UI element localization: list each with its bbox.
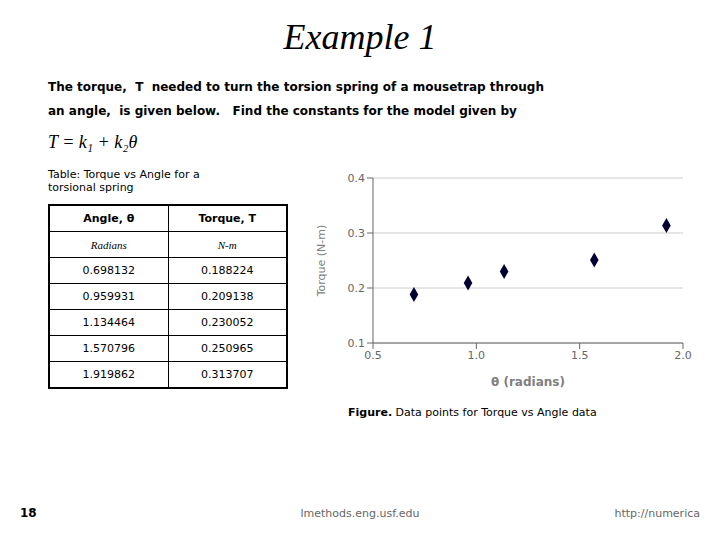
html-text:18: 18: [20, 506, 37, 520]
svg-text:2.0: 2.0: [674, 349, 692, 362]
svg-text:1.0: 1.0: [468, 349, 486, 362]
html-text:0.250965: 0.250965: [201, 342, 254, 355]
html-text:Table: Torque vs Angle for a t: Table: Torque vs Angle for a torsional s…: [48, 168, 200, 194]
html-text:Figure. Data points for Torque: Figure. Data points for Torque vs Angle …: [348, 406, 597, 419]
html-text:1.919862: 1.919862: [82, 368, 135, 381]
html-text:http://numerica: http://numerica: [614, 507, 700, 520]
svg-text:1.5: 1.5: [571, 349, 589, 362]
html-text:Radians: Radians: [90, 238, 127, 251]
html-text:T = k₁ + k₂θ: T = k₁ + k₂θ: [48, 132, 138, 152]
html-text:Angle, θ: Angle, θ: [83, 212, 135, 225]
svg-text:0.1: 0.1: [348, 337, 366, 350]
html-text:N-m: N-m: [217, 238, 237, 251]
html-text:0.209138: 0.209138: [201, 290, 254, 303]
svg-text:0.2: 0.2: [348, 282, 366, 295]
html-text:0.313707: 0.313707: [201, 368, 254, 381]
html-text:an angle, is given below. Find: an angle, is given below. Find the const…: [48, 104, 517, 118]
html-text:0.959931: 0.959931: [82, 290, 135, 303]
svg-text:0.3: 0.3: [348, 227, 366, 240]
svg-text:θ (radians): θ (radians): [491, 375, 565, 389]
html-text:0.188224: 0.188224: [201, 264, 254, 277]
svg-text:0.5: 0.5: [364, 349, 382, 362]
html-text:The torque, T needed to turn t: The torque, T needed to turn the torsion…: [48, 80, 544, 94]
html-text:1.134464: 1.134464: [82, 316, 135, 329]
svg-text:0.4: 0.4: [348, 172, 366, 185]
html-text:1.570796: 1.570796: [82, 342, 135, 355]
html-text:lmethods.eng.usf.edu: lmethods.eng.usf.edu: [300, 507, 420, 520]
html-text:0.230052: 0.230052: [201, 316, 254, 329]
html-text:Torque, T: Torque, T: [198, 212, 257, 225]
svg-text:Torque (N-m): Torque (N-m): [315, 225, 328, 298]
html-text:0.698132: 0.698132: [82, 264, 135, 277]
html-text:Example 1: Example 1: [283, 17, 437, 57]
